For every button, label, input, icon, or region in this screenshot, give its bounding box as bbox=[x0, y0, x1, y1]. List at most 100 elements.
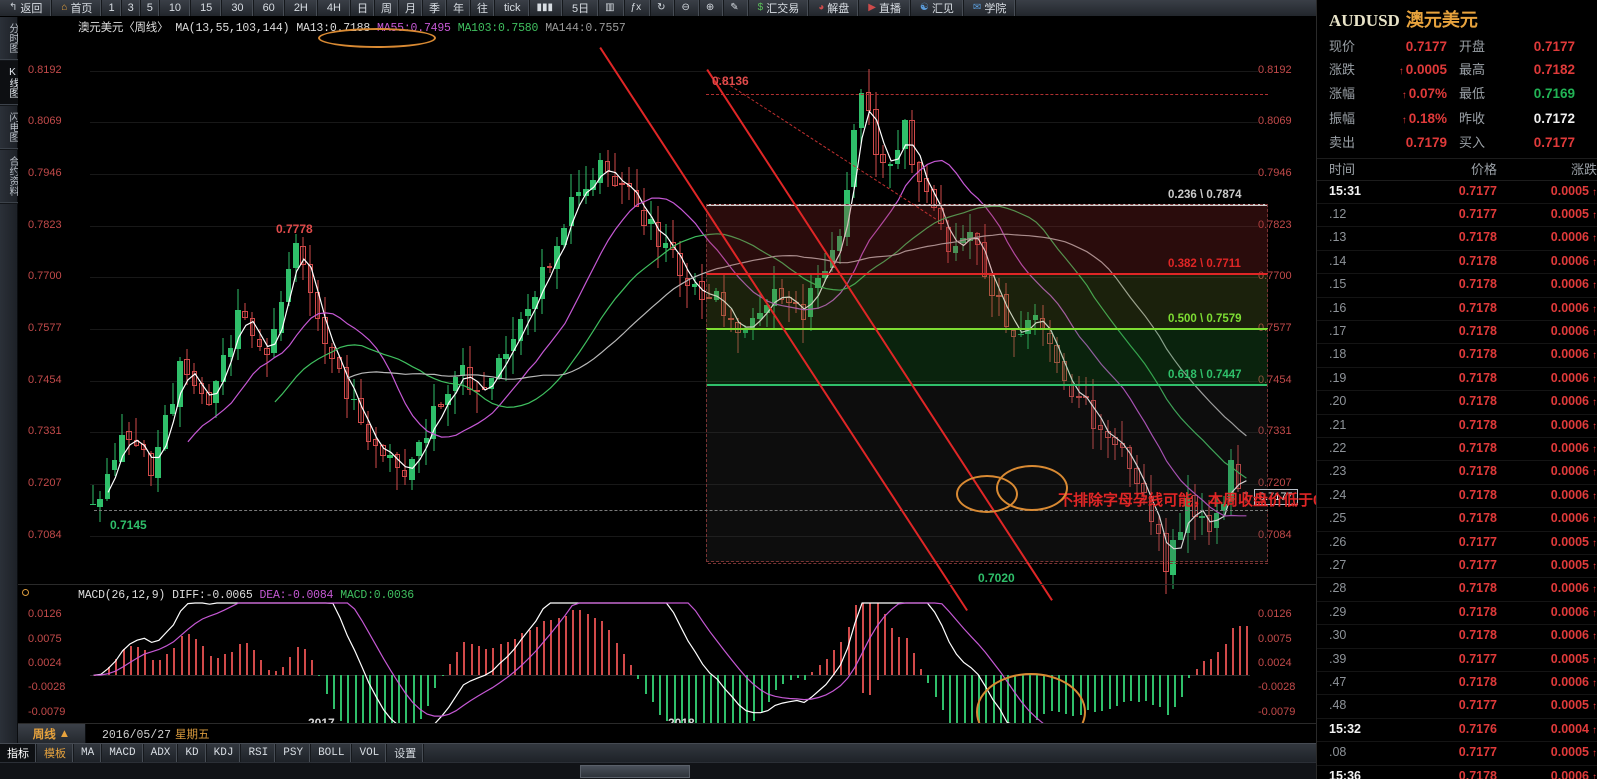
toolbar-formula[interactable]: ƒx bbox=[625, 0, 652, 16]
tick-table-body[interactable]: 15:31 0.7177 0.0005 ↑ .12 0.7177 0.0005 ↑ .13 0.7… bbox=[1317, 181, 1597, 779]
tick-row[interactable]: .08 0.7177 0.0005 ↑ bbox=[1317, 742, 1597, 766]
toolbar-p30[interactable]: 30 bbox=[222, 0, 254, 16]
academy-icon: ✉ bbox=[972, 2, 982, 13]
indicator-button-macd[interactable]: MACD bbox=[102, 744, 144, 762]
toolbar-year[interactable]: 年 bbox=[447, 0, 471, 16]
toolbar-refresh[interactable]: ↻ bbox=[651, 0, 676, 16]
tick-row[interactable]: .24 0.7178 0.0006 ↑ bbox=[1317, 485, 1597, 509]
tick-row[interactable]: 15:36 0.7178 0.0006 ↑ bbox=[1317, 766, 1597, 779]
tick-row[interactable]: .15 0.7178 0.0006 ↑ bbox=[1317, 274, 1597, 298]
toolbar-analysis[interactable]: ◕ 解盘 bbox=[809, 0, 860, 16]
tick-row[interactable]: 15:32 0.7176 0.0004 ↑ bbox=[1317, 719, 1597, 743]
up-arrow-icon: ↑ bbox=[1401, 90, 1407, 101]
candle bbox=[445, 384, 451, 426]
scrollbar-thumb[interactable] bbox=[580, 765, 690, 778]
toolbar-p2h[interactable]: 2H bbox=[285, 0, 318, 16]
toolbar-home[interactable]: ⌂ 首页 bbox=[52, 0, 103, 16]
tick-row[interactable]: .39 0.7177 0.0005 ↑ bbox=[1317, 649, 1597, 673]
tick-row[interactable]: .21 0.7178 0.0006 ↑ bbox=[1317, 415, 1597, 438]
tick-row[interactable]: .18 0.7178 0.0006 ↑ bbox=[1317, 344, 1597, 368]
tick-row[interactable]: .28 0.7178 0.0006 ↑ bbox=[1317, 578, 1597, 602]
toolbar-social[interactable]: ☯ 汇见 bbox=[911, 0, 964, 16]
indicator-button-boll[interactable]: BOLL bbox=[311, 744, 353, 762]
toolbar-p1[interactable]: 1 bbox=[102, 0, 122, 16]
toolbar-p3[interactable]: 3 bbox=[122, 0, 141, 16]
tick-row[interactable]: .17 0.7178 0.0006 ↑ bbox=[1317, 321, 1597, 345]
tick-row[interactable]: .29 0.7178 0.0006 ↑ bbox=[1317, 602, 1597, 626]
toolbar-quarter[interactable]: 季 bbox=[423, 0, 447, 16]
indicator-button-kd[interactable]: KD bbox=[178, 744, 207, 762]
toolbar-academy[interactable]: ✉ 学院 bbox=[964, 0, 1017, 16]
toolbar-tick[interactable]: tick bbox=[495, 0, 531, 16]
toolbar-multibars[interactable]: ▥ bbox=[599, 0, 625, 16]
tick-row[interactable]: .48 0.7177 0.0005 ↑ bbox=[1317, 695, 1597, 719]
toolbar-zoom-out[interactable]: ⊖ bbox=[675, 0, 700, 16]
tick-row[interactable]: .30 0.7178 0.0006 ↑ bbox=[1317, 625, 1597, 649]
tick-row[interactable]: .25 0.7178 0.0006 ↑ bbox=[1317, 508, 1597, 532]
toolbar-p10[interactable]: 10 bbox=[160, 0, 192, 16]
tick-row[interactable]: .13 0.7178 0.0006 ↑ bbox=[1317, 227, 1597, 251]
indicator-button-psy[interactable]: PSY bbox=[276, 744, 312, 762]
toolbar-back[interactable]: ↰ 返回 bbox=[0, 0, 53, 16]
toolbar-week[interactable]: 周 bbox=[375, 0, 399, 16]
sidebar-item-3[interactable]: 合约资料 bbox=[0, 150, 18, 204]
toolbar-year-label: 年 bbox=[452, 3, 464, 15]
sidebar-item-0[interactable]: 分时图 bbox=[0, 17, 18, 61]
macd-histogram-bar bbox=[166, 653, 169, 676]
toolbar-month[interactable]: 月 bbox=[399, 0, 423, 16]
zoom-in-icon: ⊕ bbox=[705, 2, 715, 13]
indicator-button-ma[interactable]: MA bbox=[74, 744, 103, 762]
candle bbox=[597, 152, 604, 195]
candle bbox=[104, 457, 111, 502]
indicator-button-kdj[interactable]: KDJ bbox=[207, 744, 242, 762]
toolbar-p5[interactable]: 5 bbox=[141, 0, 160, 16]
quote-value-2-a: ↑ 0.07% bbox=[1401, 86, 1447, 101]
tick-row[interactable]: .19 0.7178 0.0006 ↑ bbox=[1317, 368, 1597, 392]
tick-time: .21 bbox=[1329, 417, 1347, 432]
toolbar-trade[interactable]: $ 汇交易 bbox=[749, 0, 810, 16]
toolbar-zoom-in[interactable]: ⊕ bbox=[700, 0, 725, 16]
toolbar-custom[interactable]: 往 bbox=[471, 0, 495, 16]
indicator-button-模板[interactable]: 模板 bbox=[37, 744, 74, 762]
toolbar-day[interactable]: 日 bbox=[351, 0, 375, 16]
chart-area[interactable]: 澳元美元〈周线〉 MA(13,55,103,144) MA13:0.7188 MA55… bbox=[18, 17, 1494, 762]
tick-row[interactable]: .16 0.7178 0.0006 ↑ bbox=[1317, 298, 1597, 321]
toolbar-p60[interactable]: 60 bbox=[254, 0, 285, 16]
tick-row[interactable]: .20 0.7178 0.0006 ↑ bbox=[1317, 391, 1597, 415]
toolbar-5day[interactable]: 5日 bbox=[563, 0, 600, 16]
macd-histogram-bar bbox=[332, 675, 335, 709]
toolbar-p15[interactable]: 15 bbox=[191, 0, 223, 16]
current-price-tag[interactable]: 0.7177 bbox=[1254, 488, 1298, 505]
indicator-button-设置[interactable]: 设置 bbox=[387, 744, 425, 762]
candle bbox=[409, 457, 415, 490]
period-selector-button[interactable]: 周线 ▲ bbox=[18, 724, 86, 744]
tick-row[interactable]: .14 0.7178 0.0006 ↑ bbox=[1317, 251, 1597, 275]
price-panel[interactable]: 澳元美元〈周线〉 MA(13,55,103,144) MA13:0.7188 MA55… bbox=[18, 17, 1494, 612]
indicator-button-vol[interactable]: VOL bbox=[352, 744, 388, 762]
price-dash-line bbox=[706, 94, 1268, 96]
indicator-button-指标[interactable]: 指标 bbox=[0, 744, 37, 762]
tick-row[interactable]: .12 0.7177 0.0005 ↑ bbox=[1317, 204, 1597, 228]
toolbar-bars[interactable]: ▮▮▮ bbox=[530, 0, 563, 16]
tick-row[interactable]: .23 0.7178 0.0006 ↑ bbox=[1317, 461, 1597, 485]
horizontal-scrollbar[interactable] bbox=[0, 762, 1316, 779]
toolbar-p4h[interactable]: 4H bbox=[318, 0, 351, 16]
tick-row[interactable]: .26 0.7177 0.0005 ↑ bbox=[1317, 532, 1597, 555]
up-arrow-icon: ↑ bbox=[1592, 584, 1597, 596]
tick-change: 0.0005 ↑ bbox=[1550, 558, 1597, 572]
candle bbox=[351, 378, 357, 411]
tick-row[interactable]: .22 0.7178 0.0006 ↑ bbox=[1317, 438, 1597, 462]
toolbar-live[interactable]: ▶ 直播 bbox=[859, 0, 911, 16]
tick-row[interactable]: .27 0.7177 0.0005 ↑ bbox=[1317, 555, 1597, 579]
sidebar-item-2[interactable]: 闪电图 bbox=[0, 106, 18, 150]
indicator-button-rsi[interactable]: RSI bbox=[241, 744, 277, 762]
indicator-button-adx[interactable]: ADX bbox=[144, 744, 179, 762]
toolbar-draw[interactable]: ✎ bbox=[724, 0, 749, 16]
macd-panel[interactable]: MACD(26,12,9) DIFF:-0.0065 DEA:-0.0084 MACD… bbox=[18, 584, 1316, 758]
tick-row[interactable]: .47 0.7178 0.0006 ↑ bbox=[1317, 672, 1597, 696]
tick-row[interactable]: 15:31 0.7177 0.0005 ↑ bbox=[1317, 181, 1597, 204]
macd-histogram-bar bbox=[180, 635, 183, 676]
sidebar-item-1[interactable]: K线图 bbox=[0, 61, 18, 106]
up-arrow-icon: ↑ bbox=[1592, 678, 1597, 690]
toolbar-live-label: 直播 bbox=[878, 3, 901, 15]
